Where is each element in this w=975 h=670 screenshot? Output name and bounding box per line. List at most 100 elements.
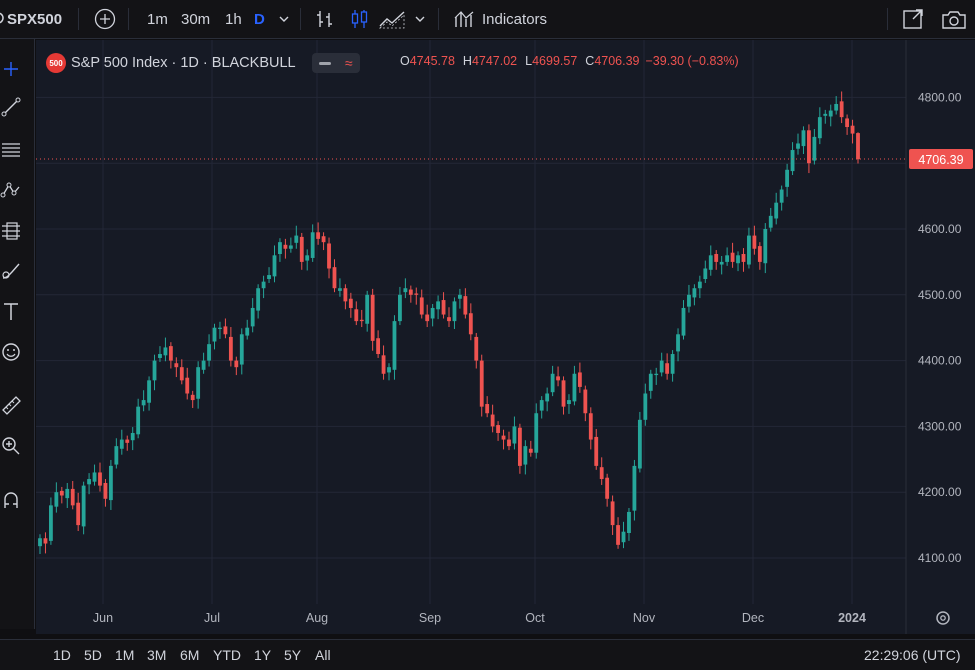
fib-icon[interactable] <box>0 138 22 162</box>
legend-title[interactable]: S&P 500 Index · 1D · BLACKBULL <box>71 55 296 71</box>
interval-30m[interactable]: 30m <box>181 10 211 28</box>
candle-body <box>676 334 680 352</box>
search-icon[interactable] <box>0 0 6 38</box>
candle-body <box>594 436 599 466</box>
range-all[interactable]: All <box>315 647 331 663</box>
chart-pane[interactable] <box>36 40 975 634</box>
candle-body <box>627 511 631 533</box>
range-1d[interactable]: 1D <box>53 647 71 663</box>
interval-dropdown[interactable] <box>277 0 291 38</box>
candle-body <box>550 373 555 393</box>
indicators-button[interactable] <box>453 0 477 38</box>
candle-body <box>343 288 348 302</box>
candle-body <box>616 525 620 545</box>
range-1m[interactable]: 1M <box>115 647 135 663</box>
candle-body <box>256 288 261 311</box>
candle-body <box>567 400 571 405</box>
candle-body <box>468 313 473 335</box>
interval-d[interactable]: D <box>254 10 265 28</box>
candle-body <box>856 133 860 160</box>
candle-body <box>665 363 670 374</box>
candle-body <box>588 413 593 440</box>
legend-toggle[interactable]: ≈ <box>311 53 360 73</box>
candle-body <box>158 354 162 358</box>
indicators-label[interactable]: Indicators <box>482 10 548 28</box>
candle-body <box>147 380 151 403</box>
candle-body <box>485 404 490 414</box>
candle-body <box>387 367 391 373</box>
candle-body <box>403 288 408 293</box>
candle-body <box>490 414 495 427</box>
snapshot-share-button[interactable] <box>901 0 925 38</box>
range-5d[interactable]: 5D <box>84 647 102 663</box>
low-value: 4699.57 <box>532 54 578 68</box>
candle-body <box>278 242 282 255</box>
candle-body <box>174 363 179 368</box>
ruler-icon[interactable] <box>0 393 22 417</box>
candle-body <box>250 307 255 327</box>
pattern-icon[interactable] <box>0 178 22 202</box>
toolbar-divider <box>300 8 301 30</box>
candle-body <box>338 288 342 291</box>
candle-body <box>114 446 119 465</box>
candle-body <box>697 281 702 289</box>
candle-body <box>452 301 457 322</box>
candle-body <box>659 360 664 373</box>
price-tick-label: 4500.00 <box>918 288 962 302</box>
interval-1h[interactable]: 1h <box>225 10 242 28</box>
close-label: C <box>585 54 595 68</box>
candle-body <box>577 372 582 387</box>
symbol-badge: 500 <box>46 53 66 73</box>
bar-style-button[interactable] <box>314 0 336 38</box>
candle-body <box>316 232 321 239</box>
interval-1m[interactable]: 1m <box>147 10 168 28</box>
range-6m[interactable]: 6M <box>180 647 200 663</box>
symbol-search[interactable]: SPX500 <box>7 10 63 28</box>
plus-circle-icon <box>94 8 116 30</box>
candle-body <box>321 236 326 243</box>
camera-icon <box>942 11 966 29</box>
time-tick-label: Jun <box>93 611 113 625</box>
candle-body <box>59 490 64 496</box>
range-1y[interactable]: 1Y <box>254 647 272 663</box>
settings-icon[interactable] <box>936 611 950 625</box>
candle-body <box>479 360 484 407</box>
candle-body <box>294 235 299 243</box>
emoji-icon[interactable] <box>0 340 22 364</box>
brush-icon[interactable] <box>0 259 22 283</box>
compare-symbol-button[interactable] <box>94 0 116 38</box>
trendline-icon[interactable] <box>0 95 22 119</box>
zoom-icon[interactable] <box>0 434 22 458</box>
candle-body <box>81 485 86 527</box>
chart-type-dropdown[interactable] <box>413 0 427 38</box>
range-3m[interactable]: 3M <box>147 647 167 663</box>
candles-button[interactable] <box>348 0 370 38</box>
camera-button[interactable] <box>941 0 967 38</box>
text-icon[interactable] <box>0 299 22 323</box>
price-tick-label: 4800.00 <box>918 90 962 104</box>
snapshot-share-icon <box>903 9 923 29</box>
candle-body <box>283 244 288 249</box>
magnet-icon[interactable] <box>0 488 22 512</box>
candle-body <box>714 254 719 262</box>
candle-body <box>332 267 337 289</box>
area-button[interactable] <box>378 0 406 38</box>
projection-icon[interactable] <box>0 219 22 243</box>
candle-body <box>545 393 550 402</box>
eye-toggle-icon[interactable] <box>318 61 331 65</box>
time-tick-label: Oct <box>525 611 545 625</box>
crosshair-icon[interactable] <box>0 57 22 81</box>
candle-body <box>408 289 413 295</box>
candle-body <box>76 502 81 526</box>
range-ytd[interactable]: YTD <box>213 647 241 663</box>
candle-body <box>179 367 184 381</box>
candle-body <box>687 294 691 307</box>
candle-body <box>605 477 610 499</box>
range-5y[interactable]: 5Y <box>284 647 302 663</box>
wave-icon[interactable]: ≈ <box>344 55 353 71</box>
candle-body <box>196 367 201 399</box>
candle-body <box>523 446 528 465</box>
utc-clock[interactable]: 22:29:06 (UTC) <box>864 647 961 663</box>
candle-body <box>839 101 844 118</box>
